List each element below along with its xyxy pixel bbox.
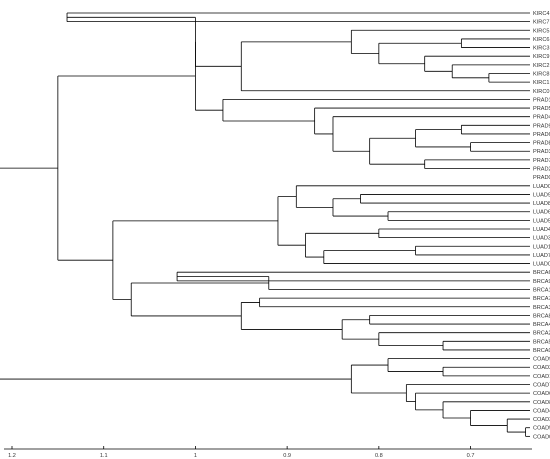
leaf-label: COAD2 (533, 365, 550, 371)
leaf-label: COAD4 (533, 408, 550, 414)
leaf-label: COAD8 (533, 400, 550, 406)
leaf-label: PRAD4 (533, 115, 550, 121)
leaf-labels: KIRC4 KIRC7 KIRC5 KIRC6 KIRC3 KIRC9 KIRC2 KIRC8… (533, 11, 550, 440)
leaf-label: PRAD6 (533, 132, 550, 138)
leaf-label: BRCA5 (533, 339, 550, 345)
leaf-label: PRAD1 (533, 97, 550, 103)
leaf-label: BRCA2 (533, 331, 550, 337)
x-tick-label: 1 (194, 453, 197, 459)
leaf-label: PRAD7 (533, 158, 550, 164)
leaf-label: BRCA3 (533, 305, 550, 311)
leaf-label: BRCA8 (533, 313, 550, 319)
leaf-label: BRCA6 (533, 270, 550, 276)
leaf-label: KIRC5 (533, 28, 549, 34)
leaf-label: LUAD3 (533, 236, 550, 242)
dendrogram-links (0, 12, 530, 437)
leaf-label: BRCA7 (533, 296, 550, 302)
leaf-label: LUAD9 (533, 192, 550, 198)
leaf-label: PRAD8 (533, 141, 550, 147)
leaf-label: BRCA4 (533, 322, 550, 328)
leaf-label: PRAD3 (533, 149, 550, 155)
leaf-label: LUAD6 (533, 210, 550, 216)
leaf-label: KIRC8 (533, 71, 549, 77)
leaf-label: KIRC0 (533, 89, 549, 95)
leaf-label: COAD9 (533, 357, 550, 363)
leaf-label: LUAD0 (533, 184, 550, 190)
leaf-label: KIRC9 (533, 54, 549, 60)
leaf-label: COAD0 (533, 434, 550, 440)
leaf-label: COAD7 (533, 383, 550, 389)
leaf-label: BRCA0 (533, 348, 550, 354)
leaf-label: KIRC6 (533, 37, 549, 43)
x-tick-label: 1.1 (100, 453, 108, 459)
x-tick-label: 0.7 (467, 453, 475, 459)
x-tick-label: 1.2 (8, 453, 16, 459)
x-tick-label: 0.9 (283, 453, 291, 459)
leaf-label: LUAD5 (533, 218, 550, 224)
leaf-label: LUAD0 (533, 262, 550, 268)
x-axis: 1.2 1.1 1 0.9 0.8 0.7 (4, 446, 532, 459)
leaf-label: LUAD8 (533, 201, 550, 207)
leaf-label: PRAD2 (533, 167, 550, 173)
leaf-label: KIRC3 (533, 46, 549, 52)
leaf-label: PRAD0 (533, 175, 550, 181)
x-tick-label: 0.8 (375, 453, 383, 459)
leaf-label: PRAD9 (533, 123, 550, 129)
leaf-label: KIRC7 (533, 20, 549, 26)
leaf-label: LUAD1 (533, 244, 550, 250)
x-axis-ticks: 1.2 1.1 1 0.9 0.8 0.7 (8, 446, 474, 459)
leaf-label: COAD3 (533, 417, 550, 423)
leaf-label: LUAD4 (533, 227, 550, 233)
leaf-label: PRAD5 (533, 106, 550, 112)
leaf-label: BRCA1 (533, 287, 550, 293)
leaf-label: KIRC2 (533, 63, 549, 69)
leaf-label: LUAD7 (533, 253, 550, 259)
leaf-label: BRCA9 (533, 279, 550, 285)
leaf-label: COAD5 (533, 426, 550, 432)
leaf-label: KIRC4 (533, 11, 549, 17)
leaf-label: KIRC1 (533, 80, 549, 86)
leaf-label: COAD6 (533, 391, 550, 397)
